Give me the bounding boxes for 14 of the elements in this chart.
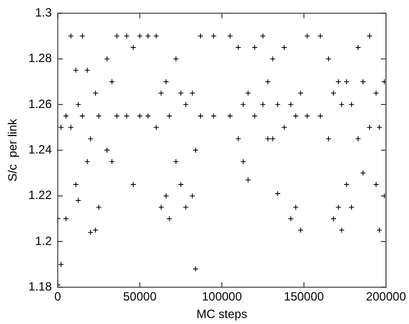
- y-axis-title: S/c per link: [6, 118, 20, 182]
- x-tick-label: 200000: [366, 290, 406, 304]
- y-tick-label: 1.24: [28, 142, 52, 157]
- y-tick-label: 1.3: [35, 6, 52, 20]
- x-axis-title: MC steps: [196, 307, 248, 322]
- y-tick-label: 1.26: [28, 96, 52, 111]
- x-tick-label: 50000: [123, 290, 157, 304]
- y-tick-label: 1.18: [28, 280, 52, 294]
- y-tick-label: 1.28: [28, 51, 52, 66]
- x-tick-label: 150000: [284, 290, 324, 304]
- x-tick-label: 0: [54, 290, 62, 304]
- y-tick-label: 1.2: [35, 234, 52, 248]
- x-tick-label: 100000: [202, 290, 242, 304]
- y-tick-label: 1.22: [28, 188, 52, 202]
